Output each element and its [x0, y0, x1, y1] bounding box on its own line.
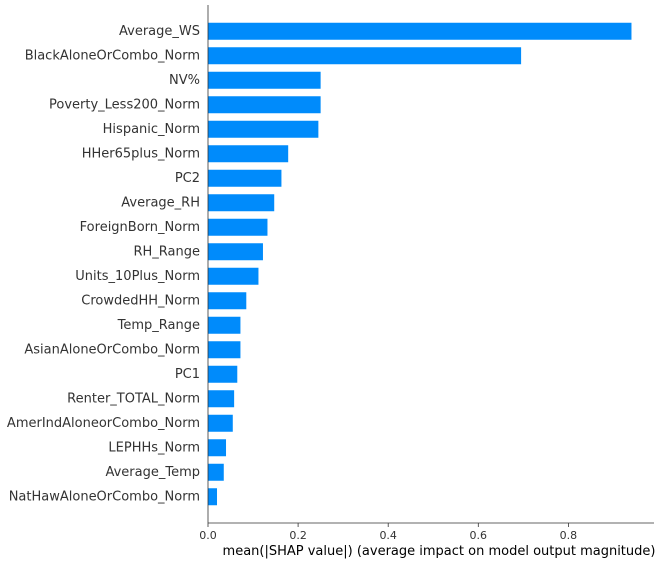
bar-1	[208, 47, 522, 65]
category-label-14: PC1	[175, 367, 200, 382]
category-label-9: RH_Range	[133, 244, 200, 259]
category-label-12: Temp_Range	[117, 318, 200, 333]
bar-6	[208, 169, 282, 187]
bar-19	[208, 488, 218, 506]
x-tick-label-3: 0.6	[470, 529, 488, 542]
bar-10	[208, 267, 259, 285]
category-label-0: Average_WS	[119, 24, 200, 39]
x-tick-label-0: 0.0	[199, 529, 217, 542]
bar-8	[208, 218, 268, 236]
category-label-6: PC2	[175, 171, 200, 186]
category-label-4: Hispanic_Norm	[103, 122, 200, 137]
bar-12	[208, 316, 241, 334]
category-label-3: Poverty_Less200_Norm	[49, 97, 200, 112]
x-ticks: 0.0 0.2 0.4 0.6 0.8	[199, 523, 577, 542]
category-label-18: Average_Temp	[105, 465, 200, 480]
x-tick-label-2: 0.4	[379, 529, 397, 542]
category-label-13: AsianAloneOrCombo_Norm	[24, 342, 200, 357]
bar-2	[208, 71, 321, 89]
bar-4	[208, 120, 319, 138]
x-tick-label-4: 0.8	[560, 529, 578, 542]
category-label-19: NatHawAloneOrCombo_Norm	[9, 489, 200, 504]
category-label-1: BlackAloneOrCombo_Norm	[25, 48, 200, 63]
bar-18	[208, 463, 224, 481]
bars-group	[208, 22, 632, 506]
category-label-8: ForeignBorn_Norm	[80, 220, 200, 235]
bar-3	[208, 96, 321, 114]
bar-7	[208, 194, 275, 212]
bar-0	[208, 22, 632, 40]
category-label-11: CrowdedHH_Norm	[81, 293, 200, 308]
bar-5	[208, 145, 289, 163]
category-label-7: Average_RH	[121, 195, 200, 210]
bar-15	[208, 390, 235, 408]
bar-17	[208, 439, 227, 457]
category-label-5: HHer65plus_Norm	[82, 146, 200, 161]
bar-13	[208, 341, 241, 359]
category-label-16: AmerIndAloneorCombo_Norm	[7, 416, 200, 431]
bar-16	[208, 414, 233, 432]
bar-14	[208, 365, 238, 383]
x-tick-label-1: 0.2	[289, 529, 307, 542]
category-label-10: Units_10Plus_Norm	[75, 269, 200, 284]
category-labels: Average_WS BlackAloneOrCombo_Norm NV% Pover…	[7, 24, 200, 505]
category-label-2: NV%	[169, 73, 200, 88]
bar-9	[208, 243, 263, 261]
category-label-17: LEPHHs_Norm	[108, 440, 200, 455]
category-label-15: Renter_TOTAL_Norm	[67, 391, 200, 406]
x-axis-label: mean(|SHAP value|) (average impact on mo…	[223, 544, 656, 559]
bar-11	[208, 292, 247, 310]
